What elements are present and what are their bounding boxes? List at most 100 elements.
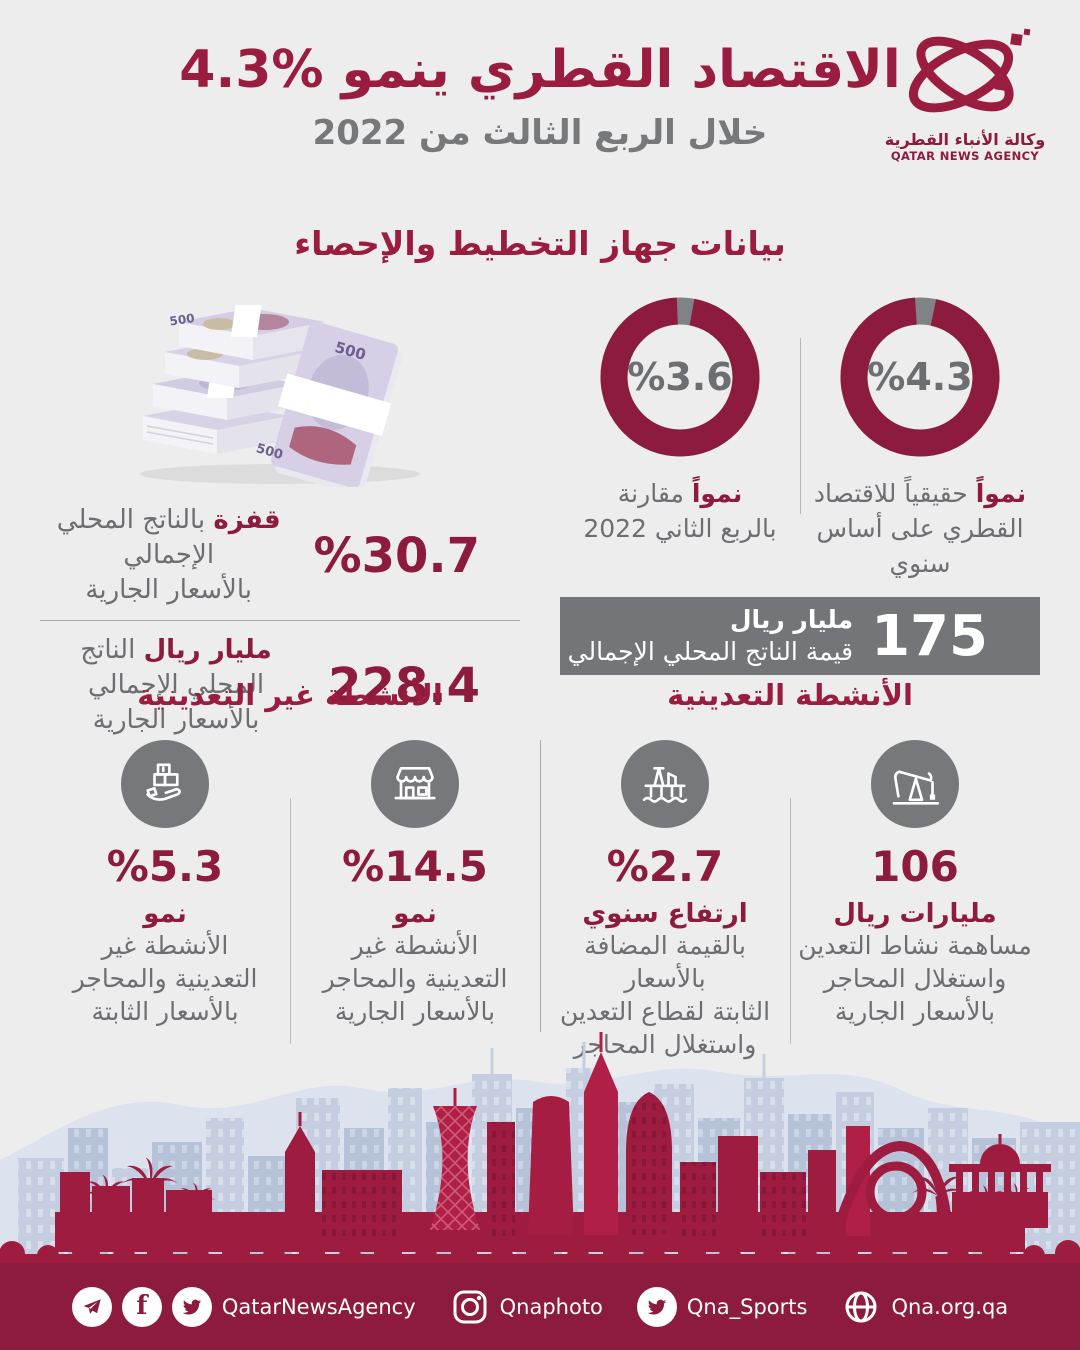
donut-value: %4.3 [867, 355, 973, 399]
stat-label: نمو [143, 899, 187, 929]
stat-line: التعدينية والمحاجر [322, 964, 508, 993]
goods-hand-icon [146, 763, 181, 801]
banknote-bundles: 500 500 500 500 [143, 305, 403, 487]
stat-line: بالقيمة المضافة بالأسعار [584, 931, 746, 993]
bushes [0, 1238, 1080, 1265]
icon-circle [871, 740, 959, 828]
stat-label: مليارات ريال [833, 899, 997, 929]
instagram-icon[interactable] [450, 1287, 490, 1327]
gdp-stat-current-prices-growth: %30.7 قفزة بالناتج المحلي الإجمالي بالأس… [40, 493, 520, 618]
non-mining-activities: الأنشطة غير التعدينية %14.5 نمو [40, 678, 540, 1048]
social-handle[interactable]: Qnaphoto [499, 1294, 603, 1319]
gdp-value-banner: 175 مليار ريال قيمة الناتج المحلي الإجما… [560, 597, 1040, 675]
money-stacks-illustration: 500 500 500 500 [140, 305, 420, 487]
banner-text: مليار ريال قيمة الناتج المحلي الإجمالي [568, 604, 853, 669]
stat-keyword: قفزة [213, 505, 281, 535]
section-title: بيانات جهاز التخطيط والإحصاء [294, 224, 786, 263]
social-handle[interactable]: QatarNewsAgency [221, 1294, 416, 1319]
social-group-main[interactable]: f QatarNewsAgency [71, 1286, 416, 1327]
stat-line: بالأسعار الجارية [834, 997, 996, 1026]
stat-desc: الناتج المحلي الإجمالي [80, 635, 265, 701]
divider [790, 798, 791, 1044]
stat-line: واستغلال المحاجر [573, 1030, 757, 1059]
qna-logo-icon [908, 28, 1031, 113]
donut-value: %3.6 [627, 355, 733, 399]
stat-keyword: مليار ريال [143, 635, 272, 666]
facebook-icon[interactable]: f [121, 1286, 162, 1327]
icon-circle [371, 740, 459, 828]
banner-line1: مليار ريال [729, 604, 854, 634]
stat-line: بالأسعار الثابتة [91, 997, 239, 1026]
storefront-icon [394, 766, 436, 800]
pumpjack-icon [892, 770, 940, 805]
twitter-icon[interactable] [636, 1286, 677, 1327]
stat-desc-line2: بالأسعار الجارية [85, 575, 253, 606]
donut-chart-quarterly-growth: %3.6 نمواً مقارنة بالربع الثاني 2022 [560, 292, 800, 581]
stat-line: الأنشطة غير [351, 931, 479, 960]
dome-building [949, 1134, 1051, 1228]
caption-rest: حقيقياً للاقتصاد [813, 479, 968, 508]
stat-column-nonmining-constant: %5.3 نمو الأنشطة غير التعدينية والمحاجر … [40, 734, 290, 1028]
icon-circle [621, 740, 709, 828]
social-group-website[interactable]: Qna.org.qa [841, 1287, 1008, 1327]
stat-column-mining-value-added: %2.7 ارتفاع سنوي بالقيمة المضافة بالأسعا… [540, 734, 790, 1061]
qna-logo: وكالة الأنباء القطرية QATAR NEWS AGENCY [880, 28, 1050, 163]
caption-line2: القطري على أساس سنوي [816, 514, 1024, 578]
stat-line: مساهمة نشاط التعدين [798, 931, 1032, 960]
caption-rest: مقارنة [617, 479, 684, 508]
svg-text:500: 500 [169, 311, 196, 328]
divider [800, 338, 801, 514]
stat-line: التعدينية والمحاجر [72, 964, 258, 993]
divider [40, 620, 520, 622]
stat-number: %30.7 [313, 527, 480, 584]
donut-caption: نمواً حقيقياً للاقتصاد القطري على أساس س… [800, 476, 1040, 581]
stat-column-nonmining-current: %14.5 نمو الأنشطة غير التعدينية والمحاجر… [290, 734, 540, 1028]
social-handle[interactable]: Qna_Sports [686, 1294, 808, 1319]
activities-section: الأنشطة التعدينية 106 [40, 678, 1040, 1059]
stat-line: الأنشطة غير [101, 931, 229, 960]
foreground-skyline [0, 1032, 1080, 1265]
stat-number: 106 [871, 842, 959, 891]
stat-desc-line2: بالأسعار الجارية [92, 705, 260, 736]
caption-line2: بالربع الثاني 2022 [583, 514, 777, 543]
mining-title: الأنشطة التعدينية [667, 678, 913, 712]
divider [290, 798, 291, 1044]
growth-panel: %4.3 نمواً حقيقياً للاقتصاد القطري على أ… [560, 292, 1040, 675]
footer-social-bar: f QatarNewsAgency Qnaphoto Qna_Sports [0, 1263, 1080, 1350]
icon-circle [121, 740, 209, 828]
stat-text: قفزة بالناتج المحلي الإجمالي بالأسعار ال… [40, 503, 297, 608]
page-subtitle: خلال الربع الثالث من 2022 [312, 113, 768, 154]
twitter-icon[interactable] [171, 1286, 212, 1327]
stat-label: ارتفاع سنوي [582, 899, 748, 929]
non-mining-title: الأنشطة غير التعدينية [137, 678, 443, 712]
social-group-sports[interactable]: Qna_Sports [636, 1286, 808, 1327]
banner-number: 175 [871, 603, 988, 669]
page-title: الاقتصاد القطري ينمو %4.3 [179, 40, 901, 100]
svg-text:500: 500 [254, 441, 284, 463]
social-group-instagram[interactable]: Qnaphoto [450, 1287, 603, 1327]
globe-icon[interactable] [841, 1287, 881, 1327]
gdp-stat-total-value: 228.4 مليار ريال الناتج المحلي الإجمالي … [40, 623, 520, 748]
stat-column-mining-contribution: 106 مليارات ريال مساهمة نشاط التعدين واس… [790, 734, 1040, 1061]
stat-label: نمو [393, 899, 437, 929]
mining-activities: الأنشطة التعدينية 106 [540, 678, 1040, 1059]
gdp-panel: 500 500 500 500 [40, 282, 520, 749]
stat-text: مليار ريال الناتج المحلي الإجمالي بالأسع… [40, 633, 312, 738]
qna-logo-arabic-name: وكالة الأنباء القطرية [884, 130, 1046, 149]
caption-keyword: نمواً [691, 479, 743, 508]
stat-number: %14.5 [342, 842, 488, 891]
stat-number: 228.4 [328, 657, 480, 714]
stat-desc: بالناتج المحلي الإجمالي [56, 505, 215, 571]
website-url[interactable]: Qna.org.qa [891, 1294, 1009, 1319]
telegram-icon[interactable] [71, 1286, 112, 1327]
stat-line: واستغلال المحاجر [823, 964, 1007, 993]
donut-chart-annual-growth: %4.3 نمواً حقيقياً للاقتصاد القطري على أ… [800, 292, 1040, 581]
donut-caption: نمواً مقارنة بالربع الثاني 2022 [560, 476, 800, 546]
stat-line: الثابتة لقطاع التعدين [559, 997, 771, 1026]
header: وكالة الأنباء القطرية QATAR NEWS AGENCY … [25, 28, 1055, 178]
oil-platform-icon [642, 766, 688, 803]
qna-logo-english-name: QATAR NEWS AGENCY [890, 149, 1040, 163]
stat-number: %5.3 [106, 842, 224, 891]
stat-line: بالأسعار الجارية [334, 997, 496, 1026]
